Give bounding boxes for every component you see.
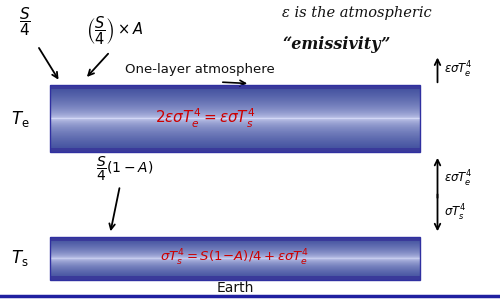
Text: $T_\mathrm{s}$: $T_\mathrm{s}$ <box>11 248 29 268</box>
Text: $\sigma T_s^4 = S(1\!-\!A)/4 + \varepsilon\sigma T_e^4$: $\sigma T_s^4 = S(1\!-\!A)/4 + \varepsil… <box>160 248 310 268</box>
Bar <box>50 237 420 280</box>
Text: $\dfrac{S}{4}$: $\dfrac{S}{4}$ <box>19 5 31 38</box>
Text: $2\varepsilon\sigma T_e^4 = \varepsilon\sigma T_s^4$: $2\varepsilon\sigma T_e^4 = \varepsilon\… <box>155 107 256 130</box>
Text: One-layer atmosphere: One-layer atmosphere <box>125 64 275 76</box>
Text: $\left(\dfrac{S}{4}\right) \times A$: $\left(\dfrac{S}{4}\right) \times A$ <box>86 14 144 47</box>
Text: $\dfrac{S}{4}(1-A)$: $\dfrac{S}{4}(1-A)$ <box>96 154 154 183</box>
Text: $\varepsilon\sigma T_e^4$: $\varepsilon\sigma T_e^4$ <box>444 60 472 80</box>
Text: $\sigma T_s^4$: $\sigma T_s^4$ <box>444 203 466 223</box>
Text: Earth: Earth <box>216 281 254 295</box>
Bar <box>50 85 420 152</box>
Text: “emissivity”: “emissivity” <box>282 36 391 54</box>
Text: $\varepsilon\sigma T_e^4$: $\varepsilon\sigma T_e^4$ <box>444 169 472 189</box>
Text: $T_\mathrm{e}$: $T_\mathrm{e}$ <box>10 109 29 129</box>
Text: ε is the atmospheric: ε is the atmospheric <box>282 6 432 20</box>
